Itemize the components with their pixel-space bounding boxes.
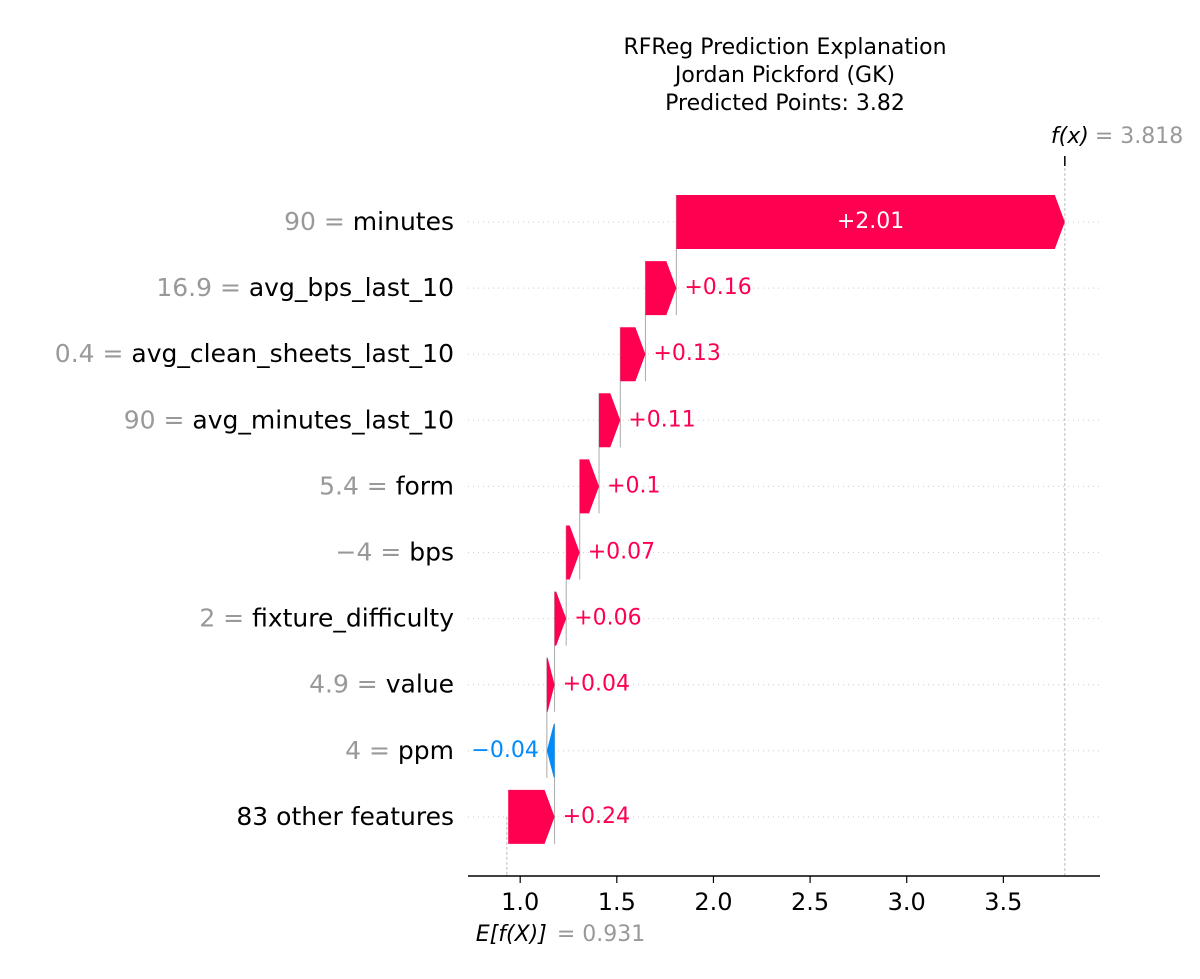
base-value-label: E[f(X)] <box>476 922 547 947</box>
x-tick-label: 2.5 <box>791 888 829 916</box>
positive-contribution-bar <box>566 525 580 580</box>
contribution-label: −0.04 <box>471 738 538 763</box>
contribution-label: +0.24 <box>563 804 630 829</box>
contribution-label: +0.16 <box>684 275 751 300</box>
feature-label: 83 other features <box>236 802 454 831</box>
feature-value: 5.4 = <box>319 471 396 500</box>
feature-name: fixture_difficulty <box>252 604 454 633</box>
feature-label: −4 = bps <box>336 538 454 567</box>
contribution-label: +0.1 <box>607 473 660 498</box>
feature-value: 0.4 = <box>55 339 132 368</box>
positive-contribution-bar <box>599 393 621 448</box>
positive-contribution-bar <box>579 459 600 514</box>
feature-label: 0.4 = avg_clean_sheets_last_10 <box>55 339 454 368</box>
feature-value: −4 = <box>336 538 410 567</box>
feature-name: avg_minutes_last_10 <box>192 405 454 434</box>
feature-name: 83 other features <box>236 802 454 831</box>
feature-label: 90 = avg_minutes_last_10 <box>124 405 454 434</box>
contribution-label: +0.13 <box>653 341 720 366</box>
feature-name: avg_bps_last_10 <box>249 273 454 302</box>
chart-title: RFReg Prediction Explanation Jordan Pick… <box>623 35 946 116</box>
x-axis: 1.0 1.5 2.0 2.5 3.0 3.5 <box>468 875 1100 916</box>
base-value-annotation: E[f(X)] = 0.931 <box>476 922 645 947</box>
feature-label: 2 = fixture_difficulty <box>199 604 454 633</box>
contribution-label: +0.07 <box>588 540 655 565</box>
x-tick-label: 2.0 <box>694 888 732 916</box>
contribution-label: +0.11 <box>628 407 695 432</box>
final-value-number: = 3.818 <box>1095 124 1183 149</box>
feature-name: form <box>396 471 454 500</box>
contribution-label: +0.04 <box>563 672 630 697</box>
feature-value: 4.9 = <box>309 670 386 699</box>
base-value-number: = 0.931 <box>557 922 645 947</box>
positive-contribution-bar <box>620 327 646 382</box>
feature-label: 16.9 = avg_bps_last_10 <box>156 273 454 302</box>
feature-label: 4.9 = value <box>309 670 454 699</box>
feature-label: 90 = minutes <box>284 207 454 236</box>
feature-name: avg_clean_sheets_last_10 <box>131 339 454 368</box>
positive-contribution-bar <box>554 591 567 646</box>
final-value-annotation: f(x) = 3.818 <box>1051 124 1183 149</box>
positive-contribution-bar <box>645 261 677 316</box>
grid-lines <box>468 221 1100 818</box>
x-tick-label: 3.5 <box>984 888 1022 916</box>
x-tick-label: 1.0 <box>501 888 539 916</box>
feature-labels: +2.01 90 = minutes +0.16 16.9 = avg_bps_las… <box>55 207 905 831</box>
chart-title-line-1: RFReg Prediction Explanation <box>623 35 946 60</box>
feature-label: 4 = ppm <box>345 736 454 765</box>
chart-title-line-2: Jordan Pickford (GK) <box>673 63 895 88</box>
reference-lines <box>506 156 1066 876</box>
x-tick-label: 1.5 <box>598 888 636 916</box>
positive-contribution-bar <box>508 789 555 844</box>
positive-contribution-bar <box>676 195 1065 249</box>
positive-contribution-bar <box>546 657 555 712</box>
contribution-label: +0.06 <box>574 606 641 631</box>
feature-value: 90 = <box>124 405 193 434</box>
feature-name: ppm <box>398 736 454 765</box>
chart-title-line-3: Predicted Points: 3.82 <box>665 91 905 116</box>
feature-value: 4 = <box>345 736 398 765</box>
negative-contribution-bar <box>546 723 555 778</box>
bars <box>508 195 1065 844</box>
feature-name: value <box>386 670 454 699</box>
feature-value: 90 = <box>284 207 353 236</box>
feature-label: 5.4 = form <box>319 471 454 500</box>
final-value-label: f(x) <box>1051 124 1089 149</box>
contribution-label: +2.01 <box>837 209 904 234</box>
feature-value: 2 = <box>199 604 252 633</box>
x-tick-label: 3.0 <box>888 888 926 916</box>
feature-name: bps <box>409 538 454 567</box>
feature-name: minutes <box>353 207 454 236</box>
feature-value: 16.9 = <box>156 273 249 302</box>
